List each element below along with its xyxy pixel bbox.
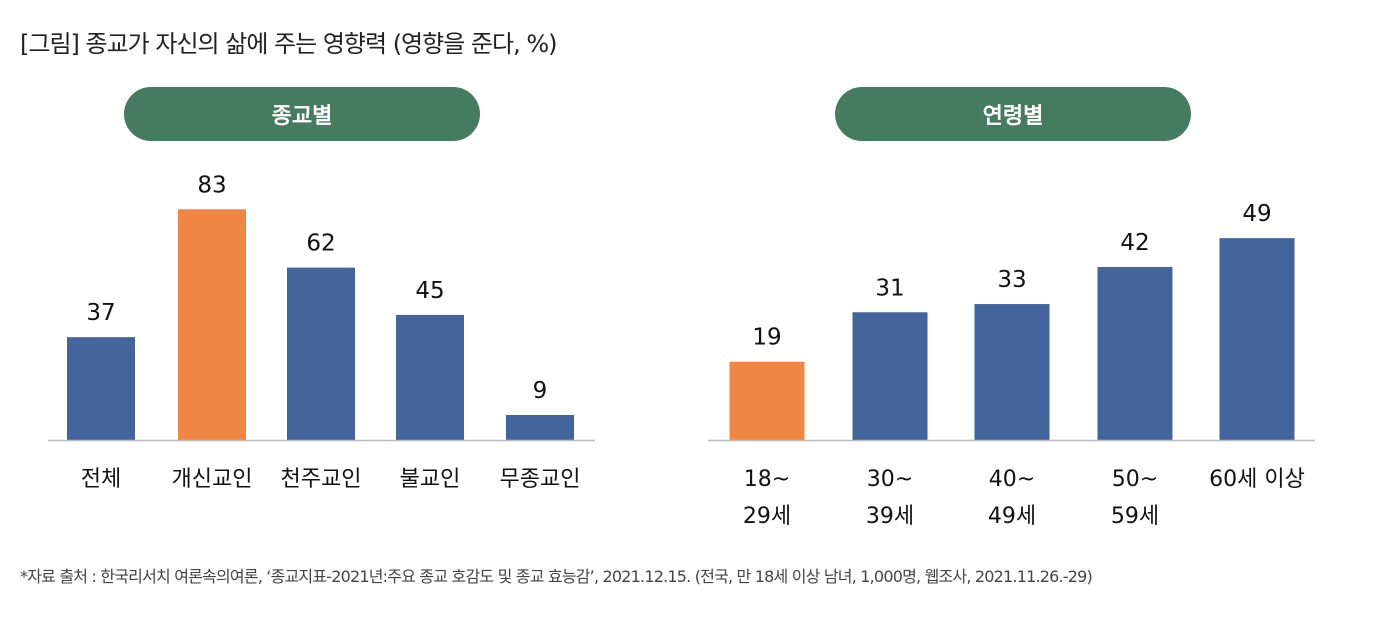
category-label: 개신교인 [172,467,253,492]
bar [396,314,464,440]
category-label: 무종교인 [500,467,581,492]
data-label: 33 [997,267,1026,293]
bar [852,312,928,440]
data-label: 19 [752,325,781,351]
category-label: 40~ [989,467,1035,492]
data-label: 62 [306,231,335,257]
source-footnote: *자료 출처 : 한국리서치 여론속의여론, ‘종교지표-2021년:주요 종교… [20,567,1093,586]
category-label: 전체 [81,467,121,492]
data-label: 83 [197,172,226,198]
category-label: 30~ [867,467,913,492]
bar [1097,266,1173,440]
category-label: 59세 [1111,504,1159,529]
data-label: 31 [875,275,904,301]
data-label: 45 [415,278,444,304]
bar [974,304,1050,440]
category-label: 39세 [866,504,914,529]
bar [287,267,355,440]
bar [67,337,135,440]
category-label: 50~ [1112,467,1158,492]
category-label: 18~ [744,467,790,492]
data-label: 9 [533,378,548,404]
category-label: 60세 이상 [1209,467,1305,492]
data-label: 42 [1120,230,1149,256]
religion-chart-header: 종교별 [124,87,480,141]
category-label: 29세 [743,504,791,529]
bar [1219,238,1295,440]
bar [729,361,805,440]
bar [506,414,574,440]
data-label: 37 [86,300,115,326]
category-label: 불교인 [400,467,461,492]
age-chart-header: 연령별 [835,87,1191,141]
figure-title: [그림] 종교가 자신의 삶에 주는 영향력 (영향을 준다, %) [20,30,558,58]
bar [178,209,246,440]
data-label: 49 [1242,201,1271,227]
category-label: 천주교인 [281,467,362,492]
category-label: 49세 [988,504,1036,529]
